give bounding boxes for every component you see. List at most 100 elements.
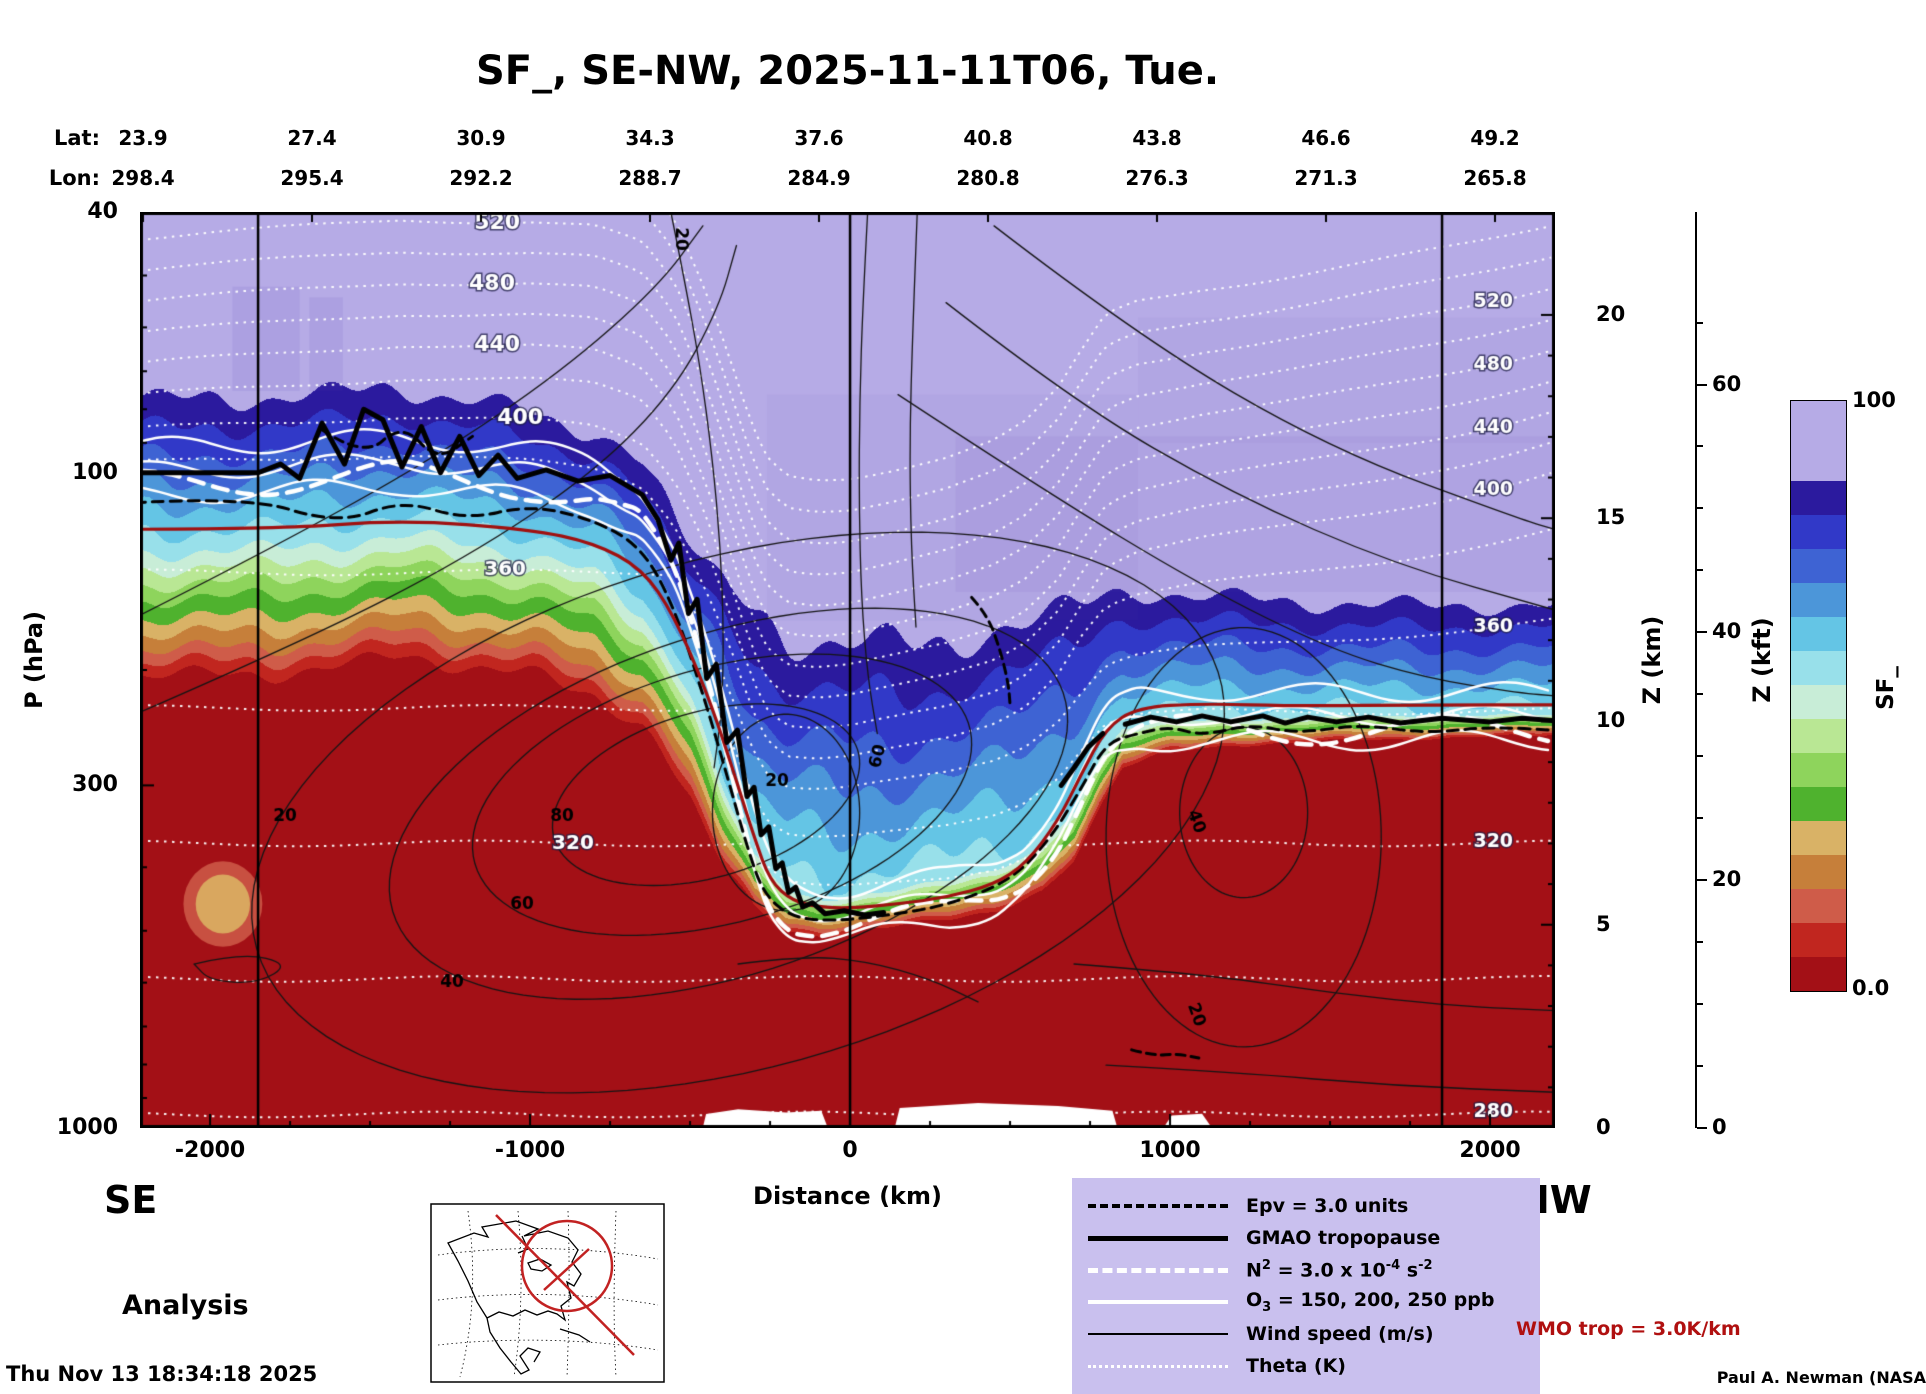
lon-value: 295.4: [280, 166, 344, 190]
z-kft-tick-label: 60: [1712, 371, 1742, 396]
pressure-axis-title: P (hPa): [20, 610, 48, 710]
colorbar-band: [1791, 923, 1846, 957]
pressure-tick-label: 40: [87, 199, 118, 224]
lon-value: 276.3: [1125, 166, 1189, 190]
lat-row-label: Lat:: [54, 126, 100, 150]
z-km-tick-label: 0: [1596, 1115, 1611, 1139]
z-kft-axis-title: Z (kft): [1748, 617, 1776, 703]
legend-wind-label: Wind speed (m/s): [1246, 1323, 1434, 1345]
z-km-tick-label: 10: [1596, 708, 1626, 733]
sf-colorbar: [1790, 400, 1847, 992]
colorbar-band: [1791, 481, 1846, 515]
colorbar-band: [1791, 787, 1846, 821]
gmao-line-sample: [1088, 1235, 1228, 1241]
location-map-inset: [430, 1203, 665, 1383]
legend-o3-label: O3 = 150, 200, 250 ppb: [1246, 1289, 1495, 1315]
map-section-path-line: [495, 1214, 635, 1356]
legend-row-theta: Theta (K): [1088, 1350, 1524, 1382]
distance-tick-label: -1000: [494, 1138, 566, 1163]
generation-timestamp: Thu Nov 13 18:34:18 2025: [6, 1362, 318, 1386]
map-section-circle: [520, 1219, 614, 1313]
wind-line-sample: [1088, 1333, 1228, 1335]
axis-tick: [1697, 631, 1707, 634]
pressure-tick-label: 100: [72, 459, 118, 485]
axis-tick: [1697, 1127, 1707, 1129]
axis-tick: [1697, 817, 1703, 820]
n2-line-sample: [1088, 1267, 1228, 1273]
lat-value: 34.3: [625, 126, 675, 150]
lon-row-label: Lon:: [48, 166, 100, 190]
z-kft-tick-label: 0: [1712, 1115, 1727, 1139]
legend-theta-label: Theta (K): [1246, 1355, 1346, 1377]
z-km-axis-title: Z (km): [1638, 615, 1666, 705]
colorbar-band: [1791, 855, 1846, 889]
colorbar-band: [1791, 889, 1846, 923]
legend-box: Epv = 3.0 units GMAO tropopause N2 = 3.0…: [1072, 1178, 1540, 1394]
map-border: [430, 1203, 665, 1383]
z-kft-tick-label: 20: [1712, 867, 1742, 892]
legend-gmao-label: GMAO tropopause: [1246, 1227, 1441, 1249]
lat-value: 40.8: [963, 126, 1013, 150]
o3-line-sample: [1088, 1300, 1228, 1304]
legend-row-n2: N2 = 3.0 x 10-4 s-2: [1088, 1254, 1524, 1286]
legend-row-o3: O3 = 150, 200, 250 ppb: [1088, 1286, 1524, 1318]
colorbar-band: [1791, 685, 1846, 719]
colorbar-min-label: 0.0: [1852, 976, 1890, 1000]
lon-value: 288.7: [618, 166, 682, 190]
se-endpoint-label: SE: [104, 1178, 158, 1222]
distance-tick-label: 2000: [1459, 1138, 1521, 1163]
colorbar-band: [1791, 549, 1846, 583]
cross-section-plot: [140, 212, 1555, 1128]
axis-tick: [1697, 1065, 1703, 1068]
axis-tick: [1697, 507, 1703, 510]
z-km-tick-label: 20: [1596, 301, 1626, 326]
theta-line-sample: [1088, 1364, 1228, 1368]
lon-value: 271.3: [1294, 166, 1358, 190]
lon-value: 292.2: [449, 166, 513, 190]
axis-tick: [1697, 693, 1703, 696]
colorbar-band: [1791, 401, 1846, 481]
lat-value: 27.4: [287, 126, 337, 150]
lon-value: 284.9: [787, 166, 851, 190]
colorbar-band: [1791, 515, 1846, 549]
map-section-cross-mark: [543, 1248, 590, 1291]
colorbar-max-label: 100: [1852, 388, 1896, 412]
axis-tick: [1697, 941, 1703, 944]
colorbar-band: [1791, 753, 1846, 787]
z-kft-tick-label: 40: [1712, 619, 1742, 644]
legend-row-epv: Epv = 3.0 units: [1088, 1190, 1524, 1222]
axis-tick: [1697, 755, 1703, 758]
lat-value: 43.8: [1132, 126, 1182, 150]
credit-text: Paul A. Newman (NASA: [1716, 1368, 1926, 1387]
colorbar-band: [1791, 719, 1846, 753]
axis-tick: [1697, 879, 1707, 882]
lat-value: 37.6: [794, 126, 844, 150]
lat-value: 49.2: [1470, 126, 1520, 150]
distance-tick-label: -2000: [174, 1138, 246, 1163]
colorbar-band: [1791, 617, 1846, 651]
axis-tick: [1697, 569, 1703, 572]
distance-tick-label: 0: [842, 1138, 858, 1163]
pressure-tick-label: 1000: [56, 1115, 118, 1140]
colorbar-title: SF_: [1873, 666, 1899, 710]
wmo-tropopause-note: WMO trop = 3.0K/km: [1516, 1318, 1741, 1340]
legend-row-wind: Wind speed (m/s): [1088, 1318, 1524, 1350]
distance-tick-label: 1000: [1139, 1138, 1201, 1163]
legend-n2-label: N2 = 3.0 x 10-4 s-2: [1246, 1258, 1433, 1282]
legend-epv-label: Epv = 3.0 units: [1246, 1195, 1409, 1217]
page-title: SF_, SE-NW, 2025-11-11T06, Tue.: [475, 48, 1220, 94]
pressure-tick-label: 300: [72, 772, 118, 798]
axis-tick: [1697, 321, 1703, 324]
axis-tick: [1697, 383, 1707, 386]
lon-value: 265.8: [1463, 166, 1527, 190]
lat-value: 30.9: [456, 126, 506, 150]
lon-value: 298.4: [111, 166, 175, 190]
z-kft-axis-line: [1695, 212, 1697, 1128]
distance-axis-title: Distance (km): [753, 1182, 942, 1210]
axis-tick: [1697, 445, 1703, 448]
z-km-tick-label: 5: [1596, 911, 1611, 936]
axis-tick: [1697, 1003, 1703, 1006]
colorbar-band: [1791, 957, 1846, 991]
lat-value: 23.9: [118, 126, 168, 150]
lat-value: 46.6: [1301, 126, 1351, 150]
